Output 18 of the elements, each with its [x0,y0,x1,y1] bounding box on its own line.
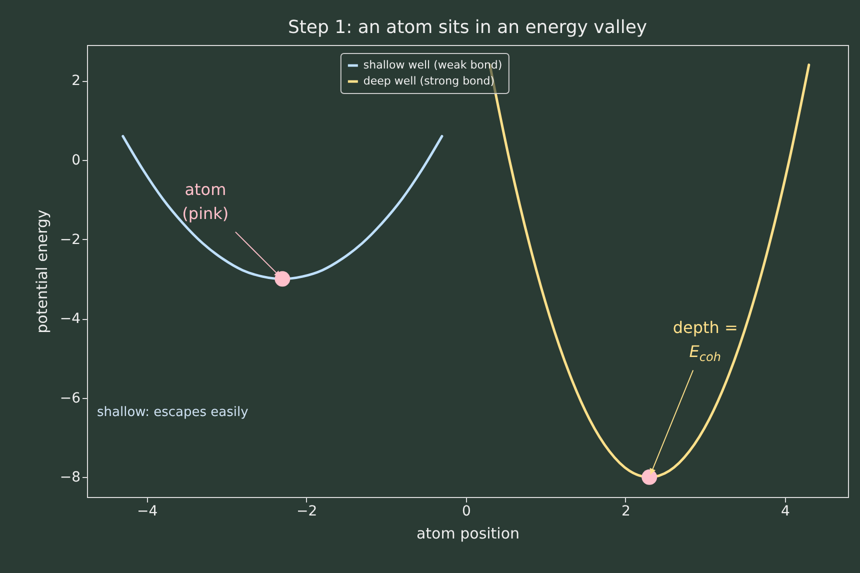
x-tick-label: 2 [621,504,630,520]
y-axis-title: potential energy [32,210,51,334]
annotation: shallow: escapes easily [97,405,249,420]
legend-label: shallow well (weak bond) [363,58,502,72]
x-tick-label: 4 [781,504,790,520]
legend-label: deep well (strong bond) [363,74,495,88]
y-tick-label: −4 [60,311,81,328]
x-axis-title: atom position [416,524,520,542]
x-tick-label: −4 [137,504,158,520]
y-tick-label: −6 [60,390,81,406]
x-tick-label: 0 [462,504,471,520]
y-tick-label: −2 [60,232,80,248]
annotation: atom (pink) [182,180,229,223]
y-tick-label: 2 [72,73,80,90]
chart-title: Step 1: an atom sits in an energy valley [288,17,648,38]
x-tick-label: −2 [296,504,318,520]
y-tick-label: −8 [60,470,80,486]
y-tick-label: 0 [72,152,80,168]
